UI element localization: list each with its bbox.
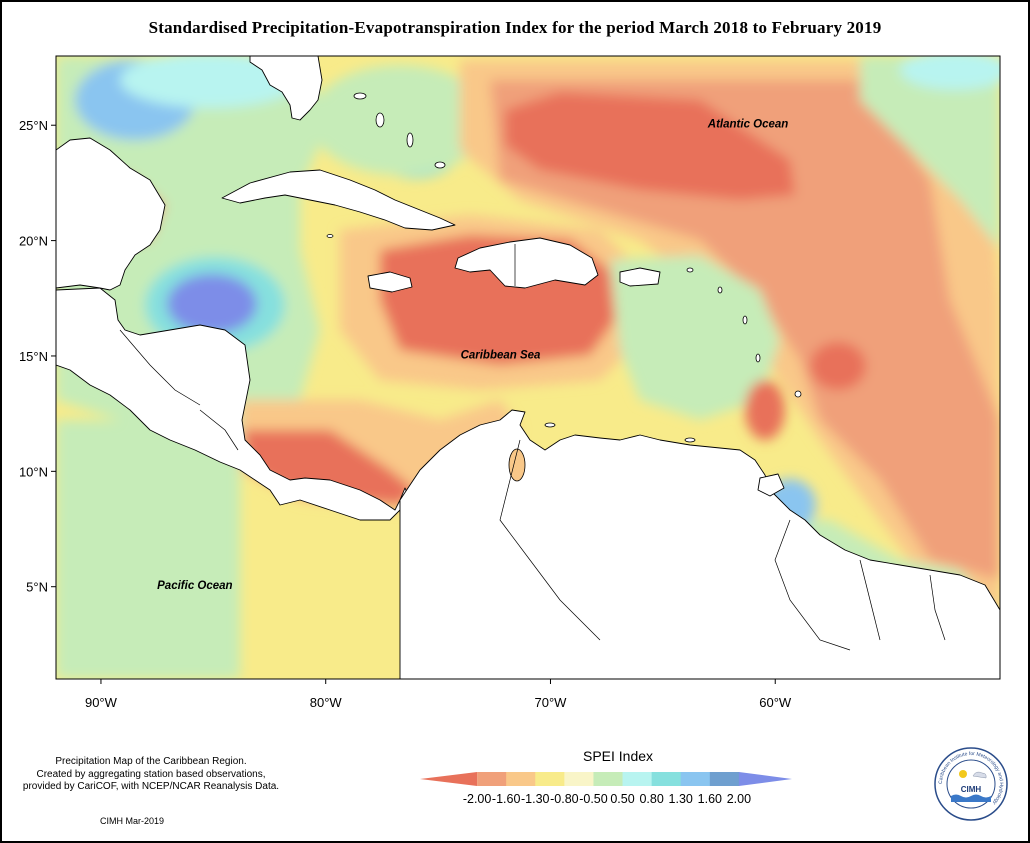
lat-tick-label: 15°N [19,349,48,364]
lesser-antilles-3 [742,315,748,325]
legend-tick-label: -1.60 [492,792,521,806]
legend-swatch [680,772,711,786]
map-border [55,55,1001,680]
legend-swatch [506,772,536,786]
spei-zone-honduras-wet [167,274,257,334]
spei-legend: -2.00 -1.60 -1.30 -0.80 -0.50 0.50 0.80 1.30 1.6… [420,772,792,806]
legend-swatch [709,772,740,786]
border-central-america-1 [119,329,201,406]
spei-zone-leeward-dry [810,342,866,390]
spei-zone-gulf-wet-outer [120,56,300,108]
spei-zone-bahamas-outer [310,65,490,175]
spei-zone-atlantic-dry-core [505,92,795,200]
legend-tick-label: 1.30 [669,792,693,806]
legend-swatch-low-arrow [420,772,478,786]
spei-zone-pacific-near-normal [56,420,240,679]
lake-maracaibo [508,448,526,482]
lat-tick-label: 20°N [19,234,48,249]
ocean-labels: Atlantic Ocean Caribbean Sea Pacific Ocean [157,119,788,592]
border-colombia-venezuela [499,439,601,641]
legend-swatch [593,772,624,786]
cloud-icon [972,771,987,779]
border-suriname-fguiana [929,574,946,641]
legend-swatch [564,772,594,786]
ocean-label: Atlantic Ocean [707,119,789,131]
legend-tick-label: 2.00 [727,792,751,806]
lesser-antilles-4 [755,353,761,363]
spei-zone-lesser-antilles-near-normal [610,255,780,420]
bahamas-island-4 [434,161,446,169]
spei-zone-atlantic-dry-mid [490,80,1000,580]
wave-icon [951,794,991,802]
legend-tick-label: 0.80 [639,792,663,806]
map-title: Standardised Precipitation-Evapotranspir… [148,18,882,37]
bahamas-island-2 [375,112,385,128]
legend-swatch [535,772,565,786]
cuba-land [221,169,456,231]
legend-tick-label: -0.80 [550,792,579,806]
border-central-america-2 [199,409,239,451]
lat-tick-label: 5°N [26,580,48,595]
lesser-antilles-1 [686,267,694,273]
ocean-label: Pacific Ocean [157,580,232,592]
credit-line-1: Precipitation Map of the Caribbean Regio… [55,756,247,767]
legend-tick-label: -0.50 [579,792,608,806]
spei-zone-northeast-wet [900,56,1000,90]
legend-tick-label: 0.50 [610,792,634,806]
ocean-label: Caribbean Sea [461,349,541,361]
aruba-curacao [544,422,556,428]
credit-line-2: Created by aggregating station based obs… [36,768,266,780]
trinidad-land [757,473,785,497]
florida-land [249,56,323,121]
margarita-island [684,437,696,443]
latitude-axis: 25°N 20°N 15°N 10°N 5°N [19,118,56,595]
hispaniola-land [454,237,599,289]
lon-tick-label: 70°W [535,695,568,710]
credit-line-3: provided by CariCOF, with NCEP/NCAR Rean… [22,781,280,792]
legend-swatch [622,772,653,786]
lon-tick-label: 90°W [85,695,118,710]
legend-tick-label: -1.30 [521,792,550,806]
lon-tick-label: 60°W [759,695,792,710]
bahamas-island-3 [406,132,414,148]
legend-tick-label: -2.00 [463,792,492,806]
lesser-antilles-2 [717,286,723,294]
barbados-island [794,390,802,398]
legend-swatch [651,772,682,786]
lon-tick-label: 80°W [310,695,343,710]
longitude-axis: 90°W 80°W 70°W 60°W [85,679,792,710]
yucatan-land [56,137,166,291]
spei-zone-grenadines-dry [745,380,785,440]
central-america-land [56,287,411,521]
legend-swatch-high-arrow [738,772,792,786]
credit-text: Precipitation Map of the Caribbean Regio… [6,756,296,794]
legend-title: SPEI Index [583,748,654,764]
border-guyana-suriname [859,559,881,641]
puerto-rico-land [619,267,661,287]
bahamas-island-1 [353,92,367,100]
jamaica-land [367,271,413,293]
sun-icon [959,770,967,778]
legend-tick-label: 1.60 [698,792,722,806]
cayman-islands [326,234,334,238]
lat-tick-label: 25°N [19,118,48,133]
spei-zone-northeast-near-normal [860,56,1000,250]
cimh-logo: Caribbean Institute for Meteorology and … [934,747,1008,821]
legend-swatch [477,772,507,786]
border-venezuela-guyana [774,519,851,651]
logo-acronym: CIMH [961,785,982,794]
lat-tick-label: 10°N [19,464,48,479]
south-america-land [399,409,1000,679]
credit-date: CIMH Mar-2019 [100,816,165,826]
